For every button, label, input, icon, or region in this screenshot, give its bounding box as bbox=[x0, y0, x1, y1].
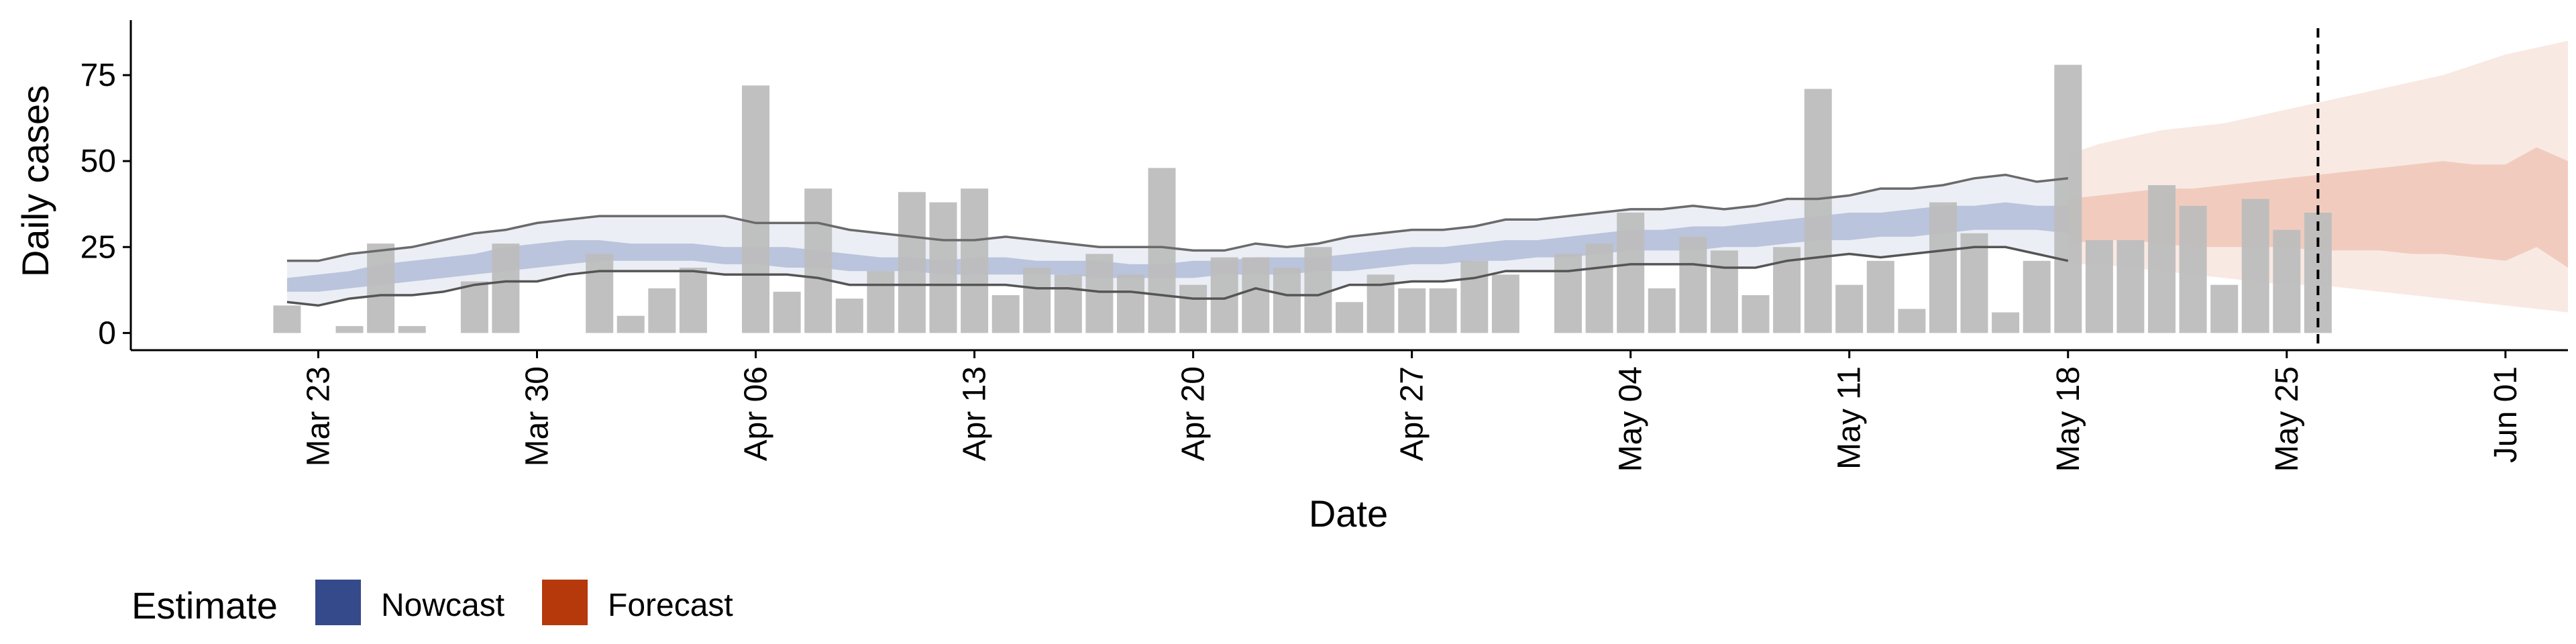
nowcast-inner-band-group bbox=[286, 202, 2068, 292]
case-bar bbox=[1460, 260, 1489, 333]
case-bar bbox=[1866, 260, 1894, 333]
nowcast-inner-band bbox=[286, 202, 2068, 292]
nowcast-outer-band-group bbox=[286, 174, 2068, 306]
case-bar bbox=[2241, 199, 2269, 333]
case-bar bbox=[273, 305, 301, 333]
y-tick-label: 75 bbox=[80, 58, 116, 93]
case-bar bbox=[929, 202, 957, 333]
case-bar bbox=[1117, 274, 1144, 333]
nowcast-outer-band bbox=[286, 174, 2068, 306]
case-bar bbox=[492, 244, 520, 333]
case-bar bbox=[460, 281, 488, 333]
legend-label-nowcast: Nowcast bbox=[381, 588, 504, 623]
x-tick-label: Apr 13 bbox=[957, 366, 993, 461]
case-bar bbox=[2210, 284, 2239, 333]
case-bar bbox=[2273, 229, 2301, 333]
y-axis-title: Daily cases bbox=[14, 85, 56, 277]
case-bar bbox=[1648, 288, 1676, 333]
case-bar bbox=[991, 295, 1020, 333]
case-bar bbox=[773, 291, 801, 333]
case-bar bbox=[1023, 268, 1051, 333]
case-bar bbox=[1741, 295, 1770, 333]
case-bar bbox=[679, 268, 707, 333]
case-bar bbox=[1304, 247, 1332, 333]
bars-group bbox=[273, 64, 2332, 333]
case-bar bbox=[961, 189, 989, 333]
case-bar bbox=[2054, 64, 2082, 333]
x-tick-label: May 25 bbox=[2269, 366, 2305, 472]
case-bar bbox=[1710, 250, 1738, 333]
case-bar bbox=[1679, 236, 1707, 333]
case-bar bbox=[1148, 168, 1176, 333]
y-tick-label: 0 bbox=[98, 315, 116, 351]
y-tick-labels-group: 0 25 50 75 bbox=[80, 58, 116, 351]
case-bar bbox=[1273, 268, 1301, 333]
case-bar bbox=[2179, 205, 2207, 333]
case-bar bbox=[1054, 274, 1082, 333]
case-bar bbox=[835, 299, 863, 333]
x-tick-label: Apr 27 bbox=[1395, 366, 1430, 461]
case-bar bbox=[2023, 260, 2051, 333]
x-tick-label: Apr 06 bbox=[739, 366, 774, 461]
case-bar bbox=[1960, 233, 1988, 333]
case-bar bbox=[2085, 240, 2113, 333]
legend-swatch-nowcast bbox=[315, 580, 361, 625]
y-tick-label: 25 bbox=[80, 229, 116, 265]
case-bar bbox=[867, 271, 895, 333]
case-bar bbox=[1992, 312, 2020, 333]
case-bar bbox=[1554, 254, 1582, 333]
case-bar bbox=[1336, 302, 1363, 333]
axes-group bbox=[123, 20, 2568, 358]
x-tick-label: Apr 20 bbox=[1176, 366, 1212, 461]
nowcast-lines-group bbox=[286, 173, 2069, 307]
legend-swatch-forecast bbox=[542, 580, 588, 625]
case-bar bbox=[367, 244, 395, 333]
x-tick-label: May 04 bbox=[1613, 366, 1649, 472]
case-bar bbox=[1242, 257, 1270, 333]
case-bar bbox=[2148, 185, 2176, 333]
case-bar bbox=[1085, 254, 1114, 333]
case-bar bbox=[1585, 244, 1613, 333]
case-bar bbox=[335, 326, 364, 333]
x-tick-label: Mar 30 bbox=[520, 366, 555, 466]
case-bar bbox=[1835, 284, 1864, 333]
case-bar bbox=[1929, 202, 1957, 333]
case-bar bbox=[2116, 240, 2145, 333]
case-bar bbox=[742, 85, 769, 333]
x-tick-label: May 18 bbox=[2051, 366, 2086, 472]
case-bar bbox=[1898, 309, 1926, 333]
nowcast-upper-line bbox=[286, 173, 2068, 262]
case-bar bbox=[1398, 288, 1426, 333]
case-bar bbox=[804, 189, 833, 333]
x-tick-label: May 11 bbox=[1832, 366, 1868, 470]
legend: Estimate Nowcast Forecast bbox=[131, 580, 733, 627]
case-bar bbox=[1617, 213, 1645, 333]
legend-label-forecast: Forecast bbox=[608, 588, 733, 623]
y-tick-label: 50 bbox=[80, 144, 116, 179]
x-axis-title: Date bbox=[1309, 492, 1388, 535]
case-bar bbox=[1491, 274, 1519, 333]
case-bar bbox=[616, 315, 645, 333]
case-bar bbox=[648, 288, 676, 333]
legend-title: Estimate bbox=[131, 584, 278, 627]
case-bar bbox=[898, 192, 926, 333]
x-tick-label: Mar 23 bbox=[301, 366, 337, 466]
case-bar bbox=[1804, 89, 1832, 333]
case-bar bbox=[398, 326, 426, 333]
nowcast-lower-line bbox=[286, 246, 2069, 307]
x-tick-labels-group: Mar 23 Mar 30 Apr 06 Apr 13 Apr 20 Apr 27 May … bbox=[301, 366, 2524, 472]
case-bar bbox=[1179, 284, 1208, 333]
case-bar bbox=[586, 254, 614, 333]
x-tick-label: Jun 01 bbox=[2488, 366, 2524, 463]
case-bar bbox=[1429, 288, 1457, 333]
